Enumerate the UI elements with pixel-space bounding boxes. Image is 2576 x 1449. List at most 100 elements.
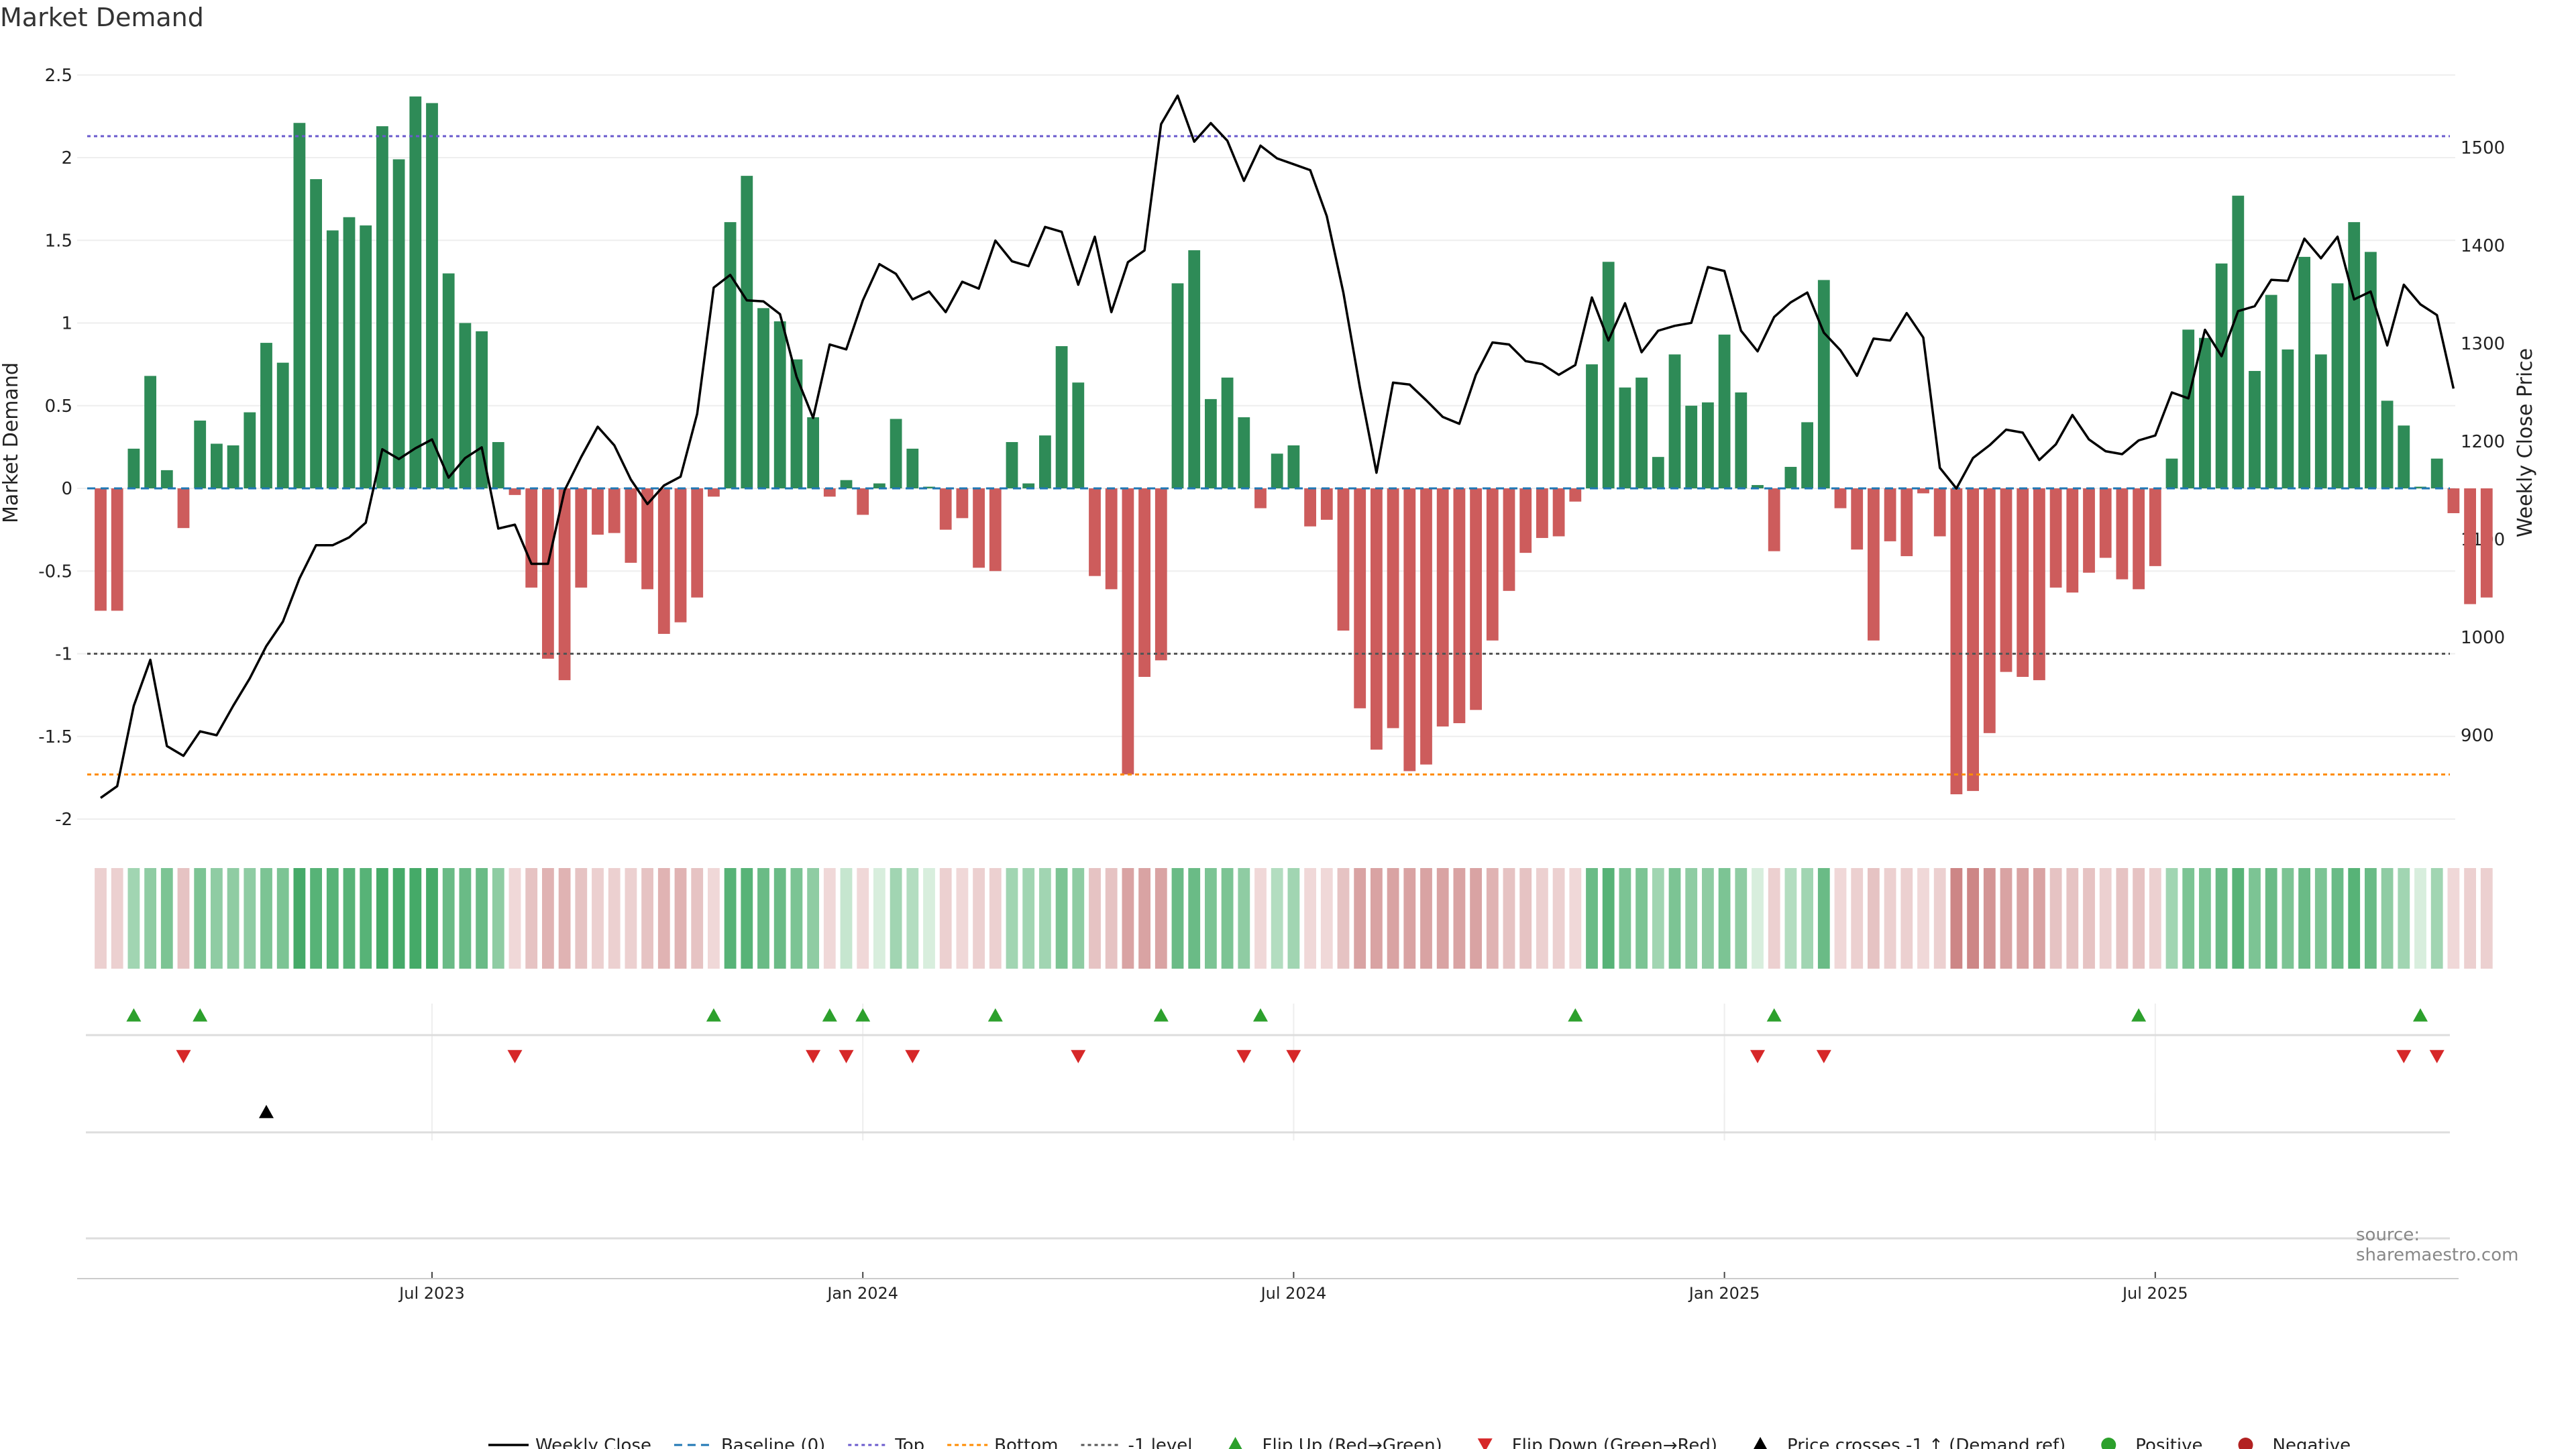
flip-down-marker: [905, 1050, 920, 1063]
demand-heat-cell: [525, 868, 538, 969]
demand-bar: [2414, 486, 2426, 488]
demand-heat-cell: [2232, 868, 2245, 969]
y2-tick-label: 900: [2461, 726, 2494, 746]
demand-heat-cell: [2083, 868, 2095, 969]
demand-bar: [1072, 382, 1085, 488]
demand-bar: [276, 362, 289, 488]
demand-bar: [310, 179, 322, 488]
price-cross-marker: [259, 1105, 274, 1118]
demand-bar: [1436, 488, 1449, 727]
demand-heat-cell: [1089, 868, 1101, 969]
demand-heat-cell: [1155, 868, 1167, 969]
demand-heat-cell: [641, 868, 653, 969]
demand-heat-cell: [111, 868, 123, 969]
demand-bar: [2165, 458, 2178, 488]
demand-heat-cell: [1552, 868, 1565, 969]
demand-bar: [442, 273, 455, 488]
demand-heat-cell: [1817, 868, 1830, 969]
y-tick-label: 0: [61, 479, 72, 499]
demand-heat-cell: [160, 868, 173, 969]
demand-bar: [2249, 370, 2261, 488]
demand-heat-cell: [906, 868, 919, 969]
demand-bar: [1254, 488, 1267, 508]
demand-bar: [641, 488, 653, 590]
demand-heat-cell: [1784, 868, 1797, 969]
demand-bar: [326, 230, 339, 488]
demand-bar: [1371, 488, 1383, 750]
demand-heat-cell: [757, 868, 769, 969]
demand-bar: [1817, 280, 1830, 488]
chart-title: Market Demand: [0, 3, 204, 32]
demand-bar: [1685, 405, 1698, 488]
demand-bar: [1171, 283, 1184, 488]
legend-swatch-flip-down: [1477, 1438, 1493, 1449]
demand-heat-cell: [2414, 868, 2426, 969]
demand-heat-cell: [1205, 868, 1217, 969]
demand-heat-cell: [1171, 868, 1184, 969]
demand-bar: [1320, 488, 1333, 520]
demand-heat-cell: [2464, 868, 2476, 969]
demand-bar: [144, 376, 156, 488]
demand-bar: [2116, 488, 2129, 580]
demand-heat-cell: [1238, 868, 1250, 969]
demand-bar: [127, 448, 140, 488]
flip-up-marker: [1153, 1008, 1169, 1022]
demand-heat-cell: [1387, 868, 1399, 969]
demand-bar: [923, 486, 935, 488]
demand-heat-cell: [1619, 868, 1631, 969]
demand-bar: [2133, 488, 2145, 590]
demand-heat-cell: [2331, 868, 2344, 969]
demand-heat-cell: [1403, 868, 1416, 969]
demand-bar: [1586, 364, 1598, 488]
demand-heat-cell: [2049, 868, 2062, 969]
demand-heat-cell: [127, 868, 140, 969]
demand-bar: [1619, 387, 1631, 488]
legend-swatch-flip-up: [1228, 1437, 1242, 1449]
demand-heat-cell: [310, 868, 322, 969]
demand-heat-cell: [823, 868, 836, 969]
demand-heat-cell: [1304, 868, 1316, 969]
flip-down-marker: [2429, 1050, 2445, 1063]
demand-bar: [2017, 488, 2029, 678]
demand-bar: [2314, 354, 2327, 488]
flip-down-marker: [176, 1050, 191, 1063]
demand-bar: [1221, 377, 1234, 488]
demand-heat-cell: [873, 868, 885, 969]
demand-bar: [1519, 488, 1532, 553]
flip-down-marker: [1071, 1050, 1086, 1063]
demand-bar: [657, 488, 670, 634]
demand-heat-cell: [657, 868, 670, 969]
demand-bar: [1834, 488, 1847, 508]
demand-bar: [1403, 488, 1416, 771]
demand-heat-cell: [227, 868, 239, 969]
demand-heat-cell: [923, 868, 935, 969]
demand-heat-cell: [1668, 868, 1681, 969]
legend-label: Weekly Close: [535, 1436, 651, 1449]
demand-bar: [1453, 488, 1466, 724]
demand-bar: [873, 483, 885, 488]
demand-heat-cell: [1569, 868, 1582, 969]
demand-heat-cell: [1884, 868, 1896, 969]
y2-axis-label: Weekly Close Price: [2514, 348, 2537, 537]
demand-heat-cell: [1022, 868, 1035, 969]
demand-bar: [1039, 435, 1051, 488]
flip-up-marker: [706, 1008, 721, 1022]
demand-heat-cell: [1635, 868, 1648, 969]
demand-bar: [1735, 392, 1748, 488]
demand-bar: [1536, 488, 1548, 538]
demand-heat-cell: [1536, 868, 1548, 969]
demand-heat-cell: [1752, 868, 1764, 969]
demand-bar: [1089, 488, 1101, 576]
x-tick-label: Jul 2024: [1260, 1284, 1327, 1303]
x-tick-label: Jul 2025: [2121, 1284, 2188, 1303]
demand-bar: [724, 222, 737, 488]
demand-heat-cell: [1851, 868, 1864, 969]
demand-heat-cell: [592, 868, 604, 969]
legend-swatch-positive: [2101, 1438, 2116, 1449]
demand-bar: [2480, 488, 2493, 598]
demand-bar: [741, 176, 753, 488]
demand-heat-cell: [1586, 868, 1598, 969]
demand-bar: [1552, 488, 1565, 537]
demand-heat-cell: [1354, 868, 1366, 969]
demand-heat-cell: [989, 868, 1002, 969]
